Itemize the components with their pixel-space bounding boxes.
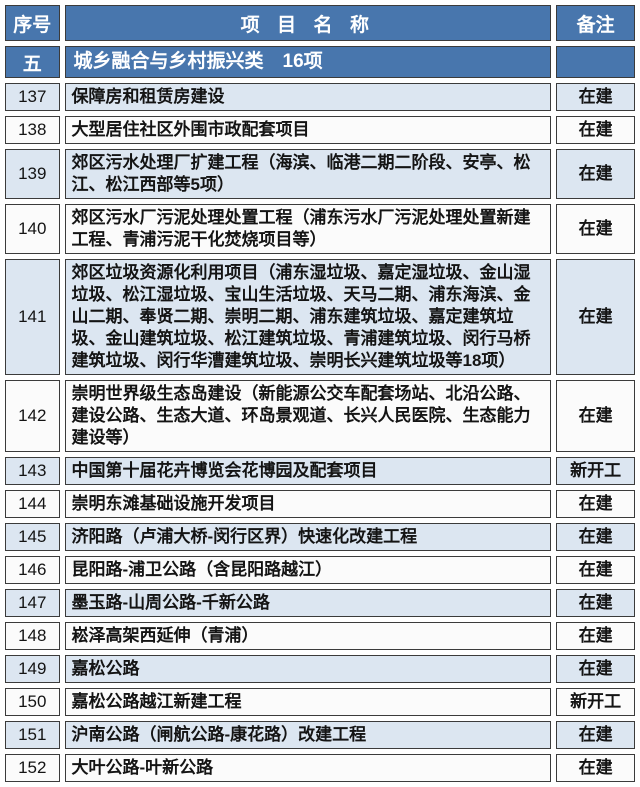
- project-row: 144 崇明东滩基础设施开发项目 在建: [5, 490, 635, 518]
- seq-cell: 141: [5, 259, 60, 375]
- project-name-cell: 崧泽高架西延伸（青浦）: [64, 622, 552, 650]
- remark-cell: 在建: [556, 589, 635, 617]
- seq-cell: 139: [5, 149, 60, 199]
- project-row: 139 郊区污水处理厂扩建工程（海滨、临港二期二阶段、安亭、松江、松江西部等5项…: [5, 149, 635, 199]
- remark-cell: 在建: [556, 622, 635, 650]
- project-name-cell: 郊区污水厂污泥处理处置工程（浦东污水厂污泥处理处置新建工程、青浦污泥干化焚烧项目…: [64, 204, 552, 254]
- project-name-cell: 崇明世界级生态岛建设（新能源公交车配套场站、北沿公路、建设公路、生态大道、环岛景…: [64, 380, 552, 452]
- section-title: 城乡融合与乡村振兴类 16项: [64, 46, 552, 78]
- project-name-cell: 大型居住社区外围市政配套项目: [64, 116, 552, 144]
- remark-cell: 在建: [556, 523, 635, 551]
- seq-cell: 151: [5, 721, 60, 749]
- seq-cell: 142: [5, 380, 60, 452]
- remark-cell: 在建: [556, 556, 635, 584]
- remark-cell: 在建: [556, 259, 635, 375]
- remark-cell: 在建: [556, 149, 635, 199]
- project-name-cell: 昆阳路-浦卫公路（含昆阳路越江）: [64, 556, 552, 584]
- project-name-cell: 墨玉路-山周公路-千新公路: [64, 589, 552, 617]
- project-row: 148 崧泽高架西延伸（青浦） 在建: [5, 622, 635, 650]
- project-row: 152 大叶公路-叶新公路 在建: [5, 754, 635, 782]
- remark-cell: 在建: [556, 721, 635, 749]
- project-row: 151 沪南公路（闸航公路-康花路）改建工程 在建: [5, 721, 635, 749]
- remark-cell: 在建: [556, 116, 635, 144]
- project-name-cell: 大叶公路-叶新公路: [64, 754, 552, 782]
- header-row: 序号 项 目 名 称 备注: [5, 5, 635, 41]
- header-remark: 备注: [556, 5, 635, 41]
- seq-cell: 144: [5, 490, 60, 518]
- seq-cell: 147: [5, 589, 60, 617]
- section-row: 五 城乡融合与乡村振兴类 16项: [5, 46, 635, 78]
- remark-cell: 在建: [556, 83, 635, 111]
- remark-cell: 新开工: [556, 688, 635, 716]
- project-name-cell: 嘉松公路: [64, 655, 552, 683]
- remark-cell: 在建: [556, 380, 635, 452]
- remark-cell: 新开工: [556, 457, 635, 485]
- seq-cell: 148: [5, 622, 60, 650]
- project-row: 140 郊区污水厂污泥处理处置工程（浦东污水厂污泥处理处置新建工程、青浦污泥干化…: [5, 204, 635, 254]
- project-row: 146 昆阳路-浦卫公路（含昆阳路越江） 在建: [5, 556, 635, 584]
- project-row: 143 中国第十届花卉博览会花博园及配套项目 新开工: [5, 457, 635, 485]
- project-row: 141 郊区垃圾资源化利用项目（浦东湿垃圾、嘉定湿垃圾、金山湿垃圾、松江湿垃圾、…: [5, 259, 635, 375]
- project-name-cell: 崇明东滩基础设施开发项目: [64, 490, 552, 518]
- seq-cell: 149: [5, 655, 60, 683]
- remark-cell: 在建: [556, 490, 635, 518]
- seq-cell: 137: [5, 83, 60, 111]
- section-number: 五: [5, 46, 60, 78]
- project-name-cell: 郊区污水处理厂扩建工程（海滨、临港二期二阶段、安亭、松江、松江西部等5项）: [64, 149, 552, 199]
- project-row: 142 崇明世界级生态岛建设（新能源公交车配套场站、北沿公路、建设公路、生态大道…: [5, 380, 635, 452]
- project-row: 145 济阳路（卢浦大桥-闵行区界）快速化改建工程 在建: [5, 523, 635, 551]
- project-name-cell: 郊区垃圾资源化利用项目（浦东湿垃圾、嘉定湿垃圾、金山湿垃圾、松江湿垃圾、宝山生活…: [64, 259, 552, 375]
- section-remark: [556, 46, 635, 78]
- header-seq: 序号: [5, 5, 60, 41]
- project-row: 137 保障房和租赁房建设 在建: [5, 83, 635, 111]
- project-row: 147 墨玉路-山周公路-千新公路 在建: [5, 589, 635, 617]
- remark-cell: 在建: [556, 655, 635, 683]
- project-name-cell: 中国第十届花卉博览会花博园及配套项目: [64, 457, 552, 485]
- project-name-cell: 嘉松公路越江新建工程: [64, 688, 552, 716]
- remark-cell: 在建: [556, 754, 635, 782]
- seq-cell: 138: [5, 116, 60, 144]
- seq-cell: 145: [5, 523, 60, 551]
- project-name-cell: 沪南公路（闸航公路-康花路）改建工程: [64, 721, 552, 749]
- project-row: 150 嘉松公路越江新建工程 新开工: [5, 688, 635, 716]
- seq-cell: 143: [5, 457, 60, 485]
- project-row: 149 嘉松公路 在建: [5, 655, 635, 683]
- seq-cell: 150: [5, 688, 60, 716]
- seq-cell: 146: [5, 556, 60, 584]
- project-name-cell: 保障房和租赁房建设: [64, 83, 552, 111]
- project-name-cell: 济阳路（卢浦大桥-闵行区界）快速化改建工程: [64, 523, 552, 551]
- project-row: 138 大型居住社区外围市政配套项目 在建: [5, 116, 635, 144]
- header-project-name: 项 目 名 称: [64, 5, 552, 41]
- seq-cell: 152: [5, 754, 60, 782]
- seq-cell: 140: [5, 204, 60, 254]
- remark-cell: 在建: [556, 204, 635, 254]
